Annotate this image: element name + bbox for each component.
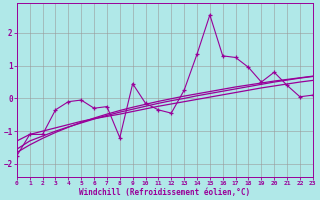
X-axis label: Windchill (Refroidissement éolien,°C): Windchill (Refroidissement éolien,°C) [79,188,250,197]
